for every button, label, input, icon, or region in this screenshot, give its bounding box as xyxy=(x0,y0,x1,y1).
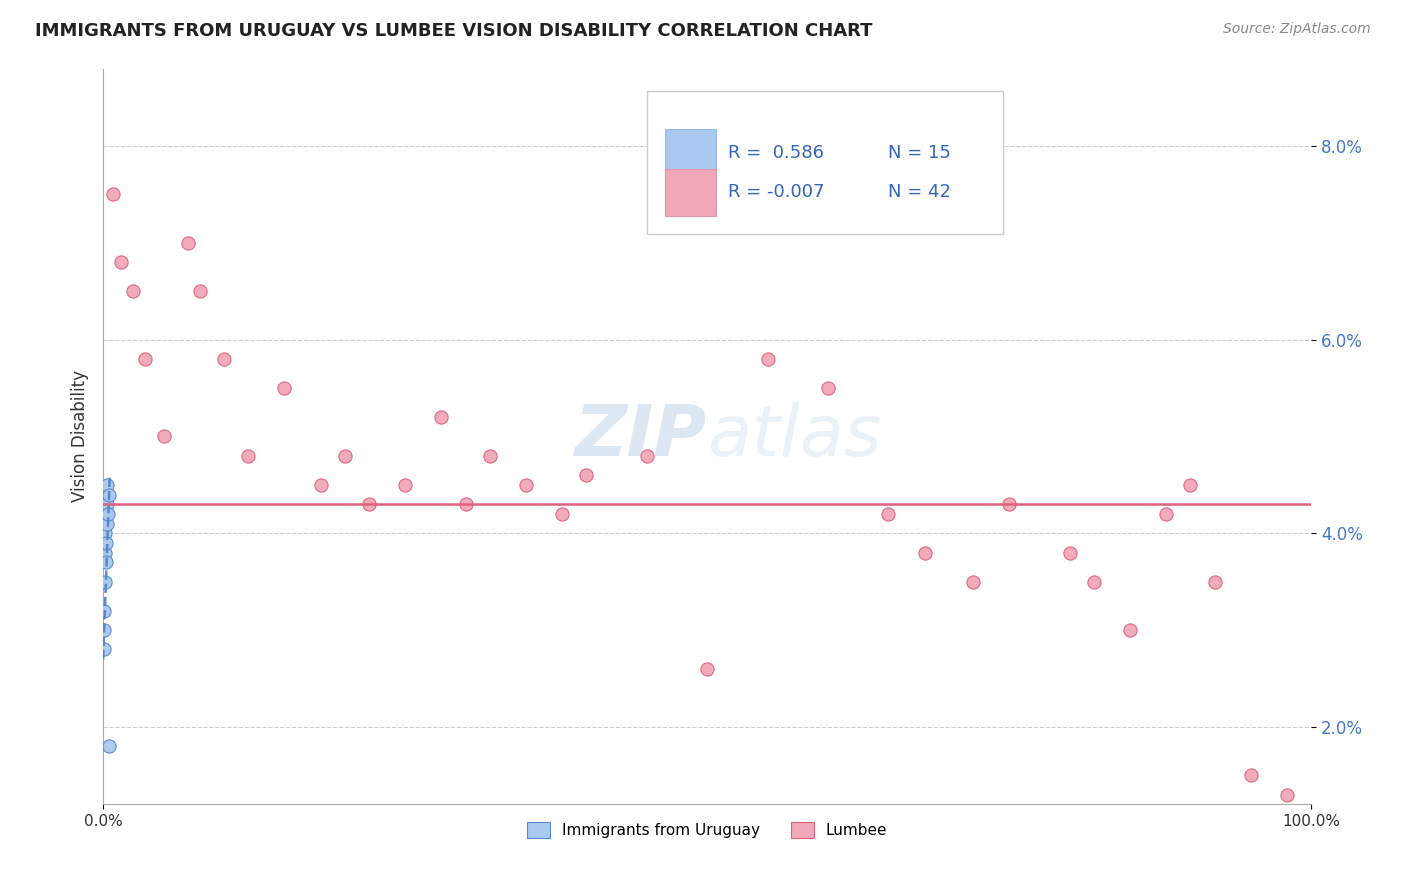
Legend: Immigrants from Uruguay, Lumbee: Immigrants from Uruguay, Lumbee xyxy=(520,816,893,845)
Point xyxy=(1180,478,1202,492)
Point xyxy=(94,507,117,521)
Point xyxy=(1204,574,1226,589)
Point xyxy=(98,739,121,754)
Point xyxy=(188,284,211,298)
Point xyxy=(575,468,598,483)
Point xyxy=(93,623,115,637)
Point xyxy=(962,574,984,589)
Point xyxy=(1083,574,1105,589)
Point xyxy=(515,478,537,492)
Point xyxy=(96,516,118,531)
Point xyxy=(94,555,117,569)
Point xyxy=(333,449,356,463)
Point xyxy=(551,507,574,521)
Point xyxy=(1240,768,1263,782)
Text: N = 15: N = 15 xyxy=(889,144,952,161)
Point xyxy=(96,478,118,492)
Point xyxy=(97,487,120,501)
Text: ZIP: ZIP xyxy=(575,402,707,471)
Point xyxy=(110,255,132,269)
Point xyxy=(93,574,115,589)
Point xyxy=(122,284,145,298)
Point xyxy=(1275,788,1298,802)
Point xyxy=(914,546,936,560)
FancyBboxPatch shape xyxy=(665,129,716,177)
Text: N = 42: N = 42 xyxy=(889,183,952,202)
FancyBboxPatch shape xyxy=(647,91,1002,234)
Point xyxy=(430,410,453,425)
Point xyxy=(94,546,117,560)
FancyBboxPatch shape xyxy=(665,169,716,216)
Point xyxy=(101,187,124,202)
Y-axis label: Vision Disability: Vision Disability xyxy=(72,370,89,502)
Point xyxy=(998,497,1021,511)
Point xyxy=(636,449,658,463)
Point xyxy=(1119,623,1142,637)
Point xyxy=(134,351,156,366)
Point xyxy=(94,536,117,550)
Point xyxy=(478,449,501,463)
Point xyxy=(97,507,120,521)
Point xyxy=(96,497,118,511)
Point xyxy=(357,497,380,511)
Point xyxy=(756,351,779,366)
Point xyxy=(1059,546,1081,560)
Point xyxy=(877,507,900,521)
Point xyxy=(93,642,115,657)
Point xyxy=(1154,507,1177,521)
Text: Source: ZipAtlas.com: Source: ZipAtlas.com xyxy=(1223,22,1371,37)
Text: R =  0.586: R = 0.586 xyxy=(728,144,824,161)
Point xyxy=(696,662,718,676)
Point xyxy=(309,478,332,492)
Point xyxy=(212,351,235,366)
Text: IMMIGRANTS FROM URUGUAY VS LUMBEE VISION DISABILITY CORRELATION CHART: IMMIGRANTS FROM URUGUAY VS LUMBEE VISION… xyxy=(35,22,873,40)
Point xyxy=(817,381,839,395)
Point xyxy=(176,235,198,250)
Point xyxy=(236,449,259,463)
Text: atlas: atlas xyxy=(707,402,882,471)
Point xyxy=(93,604,115,618)
Point xyxy=(454,497,477,511)
Point xyxy=(152,429,174,443)
Point xyxy=(273,381,295,395)
Point xyxy=(394,478,416,492)
Text: R = -0.007: R = -0.007 xyxy=(728,183,824,202)
Point xyxy=(94,526,117,541)
